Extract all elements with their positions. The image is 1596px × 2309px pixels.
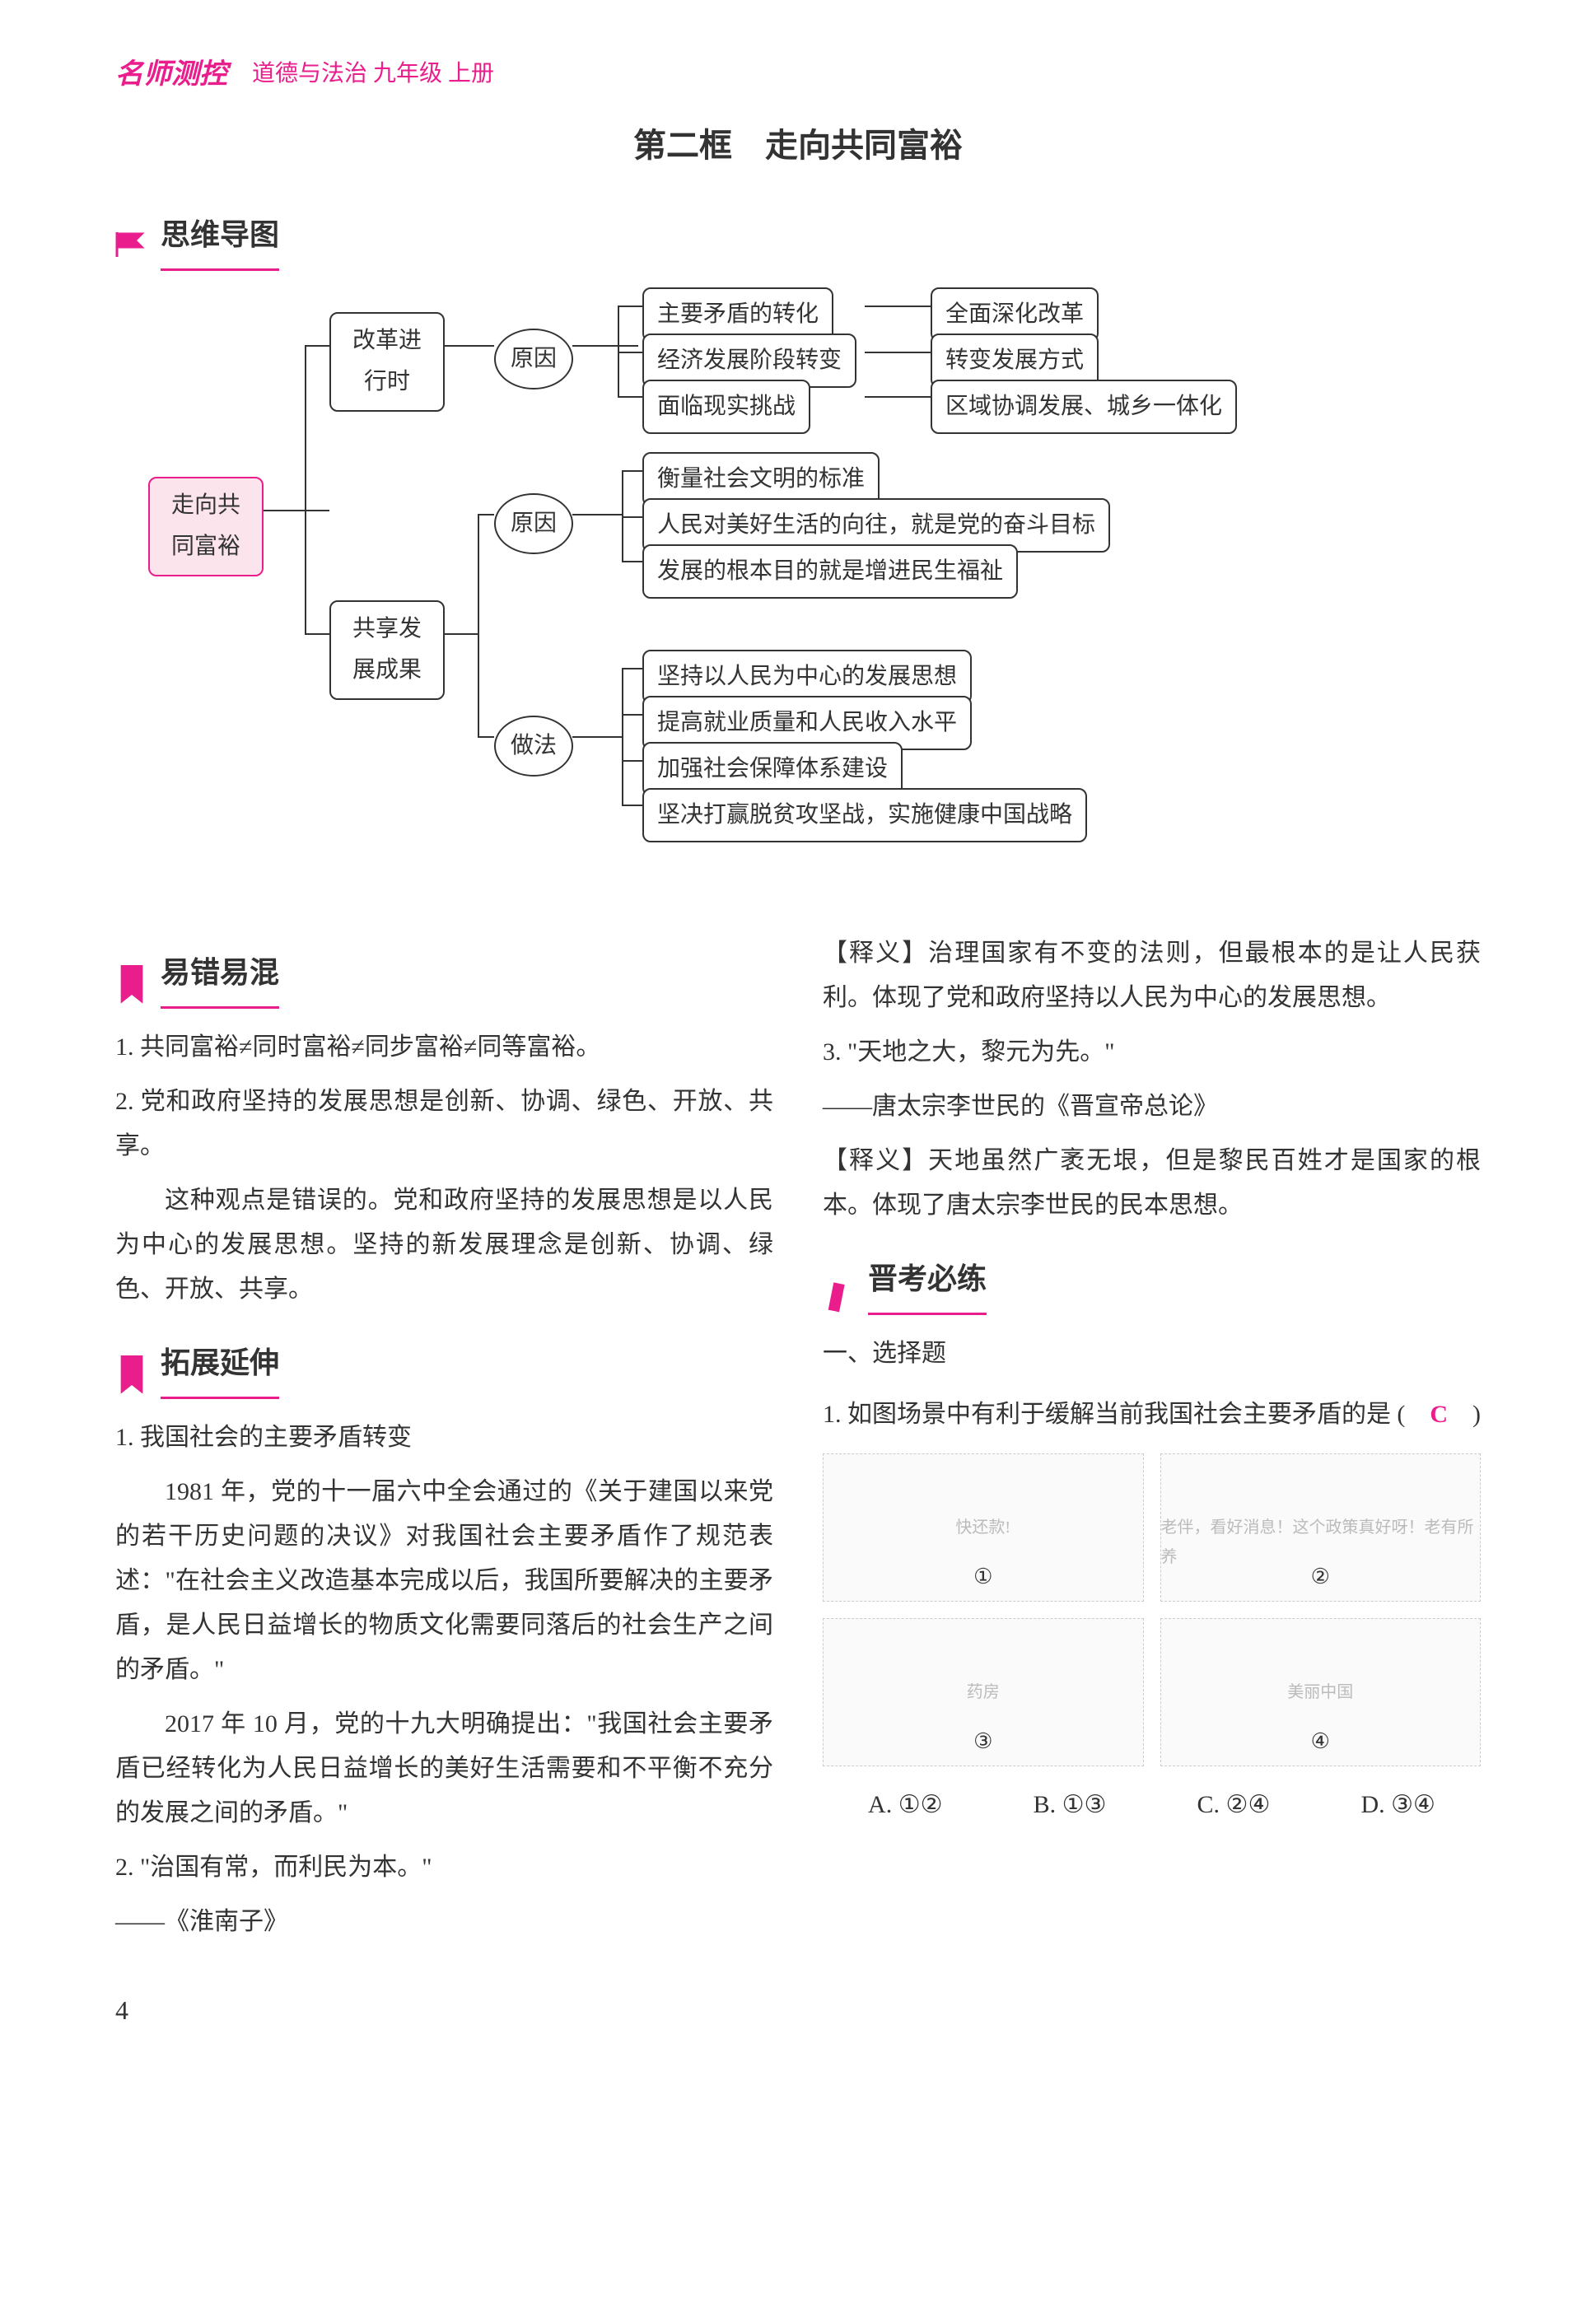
diagram-item: 坚决打赢脱贫攻坚战，实施健康中国战略 bbox=[642, 788, 1087, 842]
diagram-line bbox=[305, 633, 329, 635]
diagram-line bbox=[622, 668, 623, 805]
diagram-line bbox=[622, 561, 642, 562]
diagram-line bbox=[572, 345, 638, 347]
extension-p2: 2017 年 10 月，党的十九大明确提出："我国社会主要矛盾已经转化为人民日益… bbox=[115, 1702, 773, 1836]
section-header-mindmap: 思维导图 bbox=[115, 208, 1481, 271]
diagram-line bbox=[618, 352, 642, 353]
extension-item-2-explain: 【释义】治理国家有不变的法则，但最根本的是让人民获利。体现了党和政府坚持以人民为… bbox=[823, 931, 1481, 1020]
diagram-line bbox=[445, 633, 478, 635]
diagram-node-reform: 改革进行时 bbox=[329, 312, 445, 412]
diagram-method-node: 做法 bbox=[494, 716, 573, 777]
extension-item-2-quote: 2. "治国有常，而利民为本。" bbox=[115, 1845, 773, 1890]
image-caption: 美丽中国 bbox=[1287, 1677, 1353, 1707]
left-column: 易错易混 1. 共同富裕≠同时富裕≠同步富裕≠同等富裕。 2. 党和政府坚持的发… bbox=[115, 921, 773, 1954]
diagram-line bbox=[622, 805, 642, 806]
option-b[interactable]: B. ①③ bbox=[1034, 1783, 1107, 1827]
diagram-line bbox=[305, 345, 306, 633]
question-image-3: 药房 ③ bbox=[823, 1618, 1144, 1766]
diagram-line bbox=[622, 470, 642, 472]
diagram-item: 面临现实挑战 bbox=[642, 380, 810, 434]
section-title: 拓展延伸 bbox=[161, 1336, 279, 1399]
diagram-result: 区域协调发展、城乡一体化 bbox=[931, 380, 1237, 434]
answer-letter: C bbox=[1430, 1401, 1448, 1428]
page-number: 4 bbox=[115, 1987, 1481, 2035]
diagram-line bbox=[572, 736, 622, 738]
right-column: 【释义】治理国家有不变的法则，但最根本的是让人民获利。体现了党和政府坚持以人民为… bbox=[823, 921, 1481, 1954]
extension-item-3-source: ——唐太宗李世民的《晋宣帝总论》 bbox=[823, 1085, 1481, 1129]
diagram-line bbox=[572, 514, 622, 515]
bookmark-icon bbox=[115, 965, 148, 990]
section-title: 易错易混 bbox=[161, 946, 279, 1009]
diagram-item: 发展的根本目的就是增进民生福祉 bbox=[642, 544, 1018, 599]
mind-map-diagram: 走向共同富裕 改革进行时 原因 主要矛盾的转化 经济发展阶段转变 面临现实挑战 … bbox=[115, 287, 1481, 880]
flag-icon bbox=[115, 227, 148, 252]
question-image-grid: 快还款! ① 老伴，看好消息！这个政策真好呀！老有所养 ② 药房 ③ 美丽中国 … bbox=[823, 1453, 1481, 1766]
question-text: 1. 如图场景中有利于缓解当前我国社会主要矛盾的是 ( C ) bbox=[823, 1392, 1481, 1437]
diagram-line bbox=[865, 396, 931, 398]
practice-subtitle: 一、选择题 bbox=[823, 1332, 1481, 1376]
question-image-2: 老伴，看好消息！这个政策真好呀！老有所养 ② bbox=[1160, 1453, 1482, 1602]
option-c[interactable]: C. ②④ bbox=[1197, 1783, 1271, 1827]
diagram-line bbox=[865, 306, 931, 307]
question-1: 1. 如图场景中有利于缓解当前我国社会主要矛盾的是 ( C ) 快还款! ① 老… bbox=[823, 1392, 1481, 1827]
diagram-line bbox=[618, 306, 642, 307]
section-title: 思维导图 bbox=[161, 208, 279, 271]
diagram-line bbox=[622, 668, 642, 669]
page-title: 第二框 走向共同富裕 bbox=[115, 116, 1481, 175]
image-caption: 快还款! bbox=[955, 1513, 1010, 1542]
page-header: 名师测控 道德与法治 九年级 上册 bbox=[115, 49, 1481, 100]
diagram-line bbox=[618, 396, 642, 398]
diagram-line bbox=[478, 514, 494, 515]
section-header-practice: 晋考必练 bbox=[823, 1252, 1481, 1315]
diagram-line bbox=[264, 510, 329, 511]
content-columns: 易错易混 1. 共同富裕≠同时富裕≠同步富裕≠同等富裕。 2. 党和政府坚持的发… bbox=[115, 921, 1481, 1954]
bookmark-icon bbox=[115, 1355, 148, 1380]
diagram-line bbox=[618, 306, 619, 396]
diagram-line bbox=[622, 516, 642, 518]
image-caption: 老伴，看好消息！这个政策真好呀！老有所养 bbox=[1161, 1513, 1481, 1572]
pencil-icon bbox=[823, 1271, 856, 1296]
diagram-cause-node-2: 原因 bbox=[494, 493, 573, 554]
diagram-line bbox=[622, 714, 642, 716]
image-caption: 药房 bbox=[967, 1677, 1000, 1707]
diagram-center-node: 走向共同富裕 bbox=[148, 477, 264, 576]
answer-options: A. ①② B. ①③ C. ②④ D. ③④ bbox=[823, 1783, 1481, 1827]
diagram-line bbox=[305, 345, 329, 347]
question-image-4: 美丽中国 ④ bbox=[1160, 1618, 1482, 1766]
subject-label: 道德与法治 九年级 上册 bbox=[252, 54, 494, 95]
confusion-explanation: 这种观点是错误的。党和政府坚持的发展思想是以人民为中心的发展思想。坚持的新发展理… bbox=[115, 1178, 773, 1312]
diagram-line bbox=[622, 470, 623, 561]
extension-item-3-explain: 【释义】天地虽然广袤无垠，但是黎民百姓才是国家的根本。体现了唐太宗李世民的民本思… bbox=[823, 1139, 1481, 1228]
section-header-extension: 拓展延伸 bbox=[115, 1336, 773, 1399]
diagram-cause-node-1: 原因 bbox=[494, 329, 573, 389]
brand-logo: 名师测控 bbox=[115, 49, 227, 100]
diagram-line bbox=[865, 352, 931, 353]
confusion-item-1: 1. 共同富裕≠同时富裕≠同步富裕≠同等富裕。 bbox=[115, 1025, 773, 1070]
diagram-node-share: 共享发展成果 bbox=[329, 600, 445, 700]
diagram-line bbox=[478, 514, 479, 736]
diagram-line bbox=[445, 345, 494, 347]
diagram-line bbox=[478, 736, 494, 738]
section-header-confusion: 易错易混 bbox=[115, 946, 773, 1009]
extension-item-3-quote: 3. "天地之大，黎元为先。" bbox=[823, 1030, 1481, 1075]
option-a[interactable]: A. ①② bbox=[868, 1783, 942, 1827]
section-title: 晋考必练 bbox=[868, 1252, 987, 1315]
question-image-1: 快还款! ① bbox=[823, 1453, 1144, 1602]
extension-p1: 1981 年，党的十一届六中全会通过的《关于建国以来党的若干历史问题的决议》对我… bbox=[115, 1470, 773, 1692]
option-d[interactable]: D. ③④ bbox=[1360, 1783, 1435, 1827]
diagram-line bbox=[622, 760, 642, 762]
extension-item-1-title: 1. 我国社会的主要矛盾转变 bbox=[115, 1416, 773, 1460]
confusion-item-2: 2. 党和政府坚持的发展思想是创新、协调、绿色、开放、共享。 bbox=[115, 1080, 773, 1168]
extension-item-2-source: ——《淮南子》 bbox=[115, 1900, 773, 1944]
